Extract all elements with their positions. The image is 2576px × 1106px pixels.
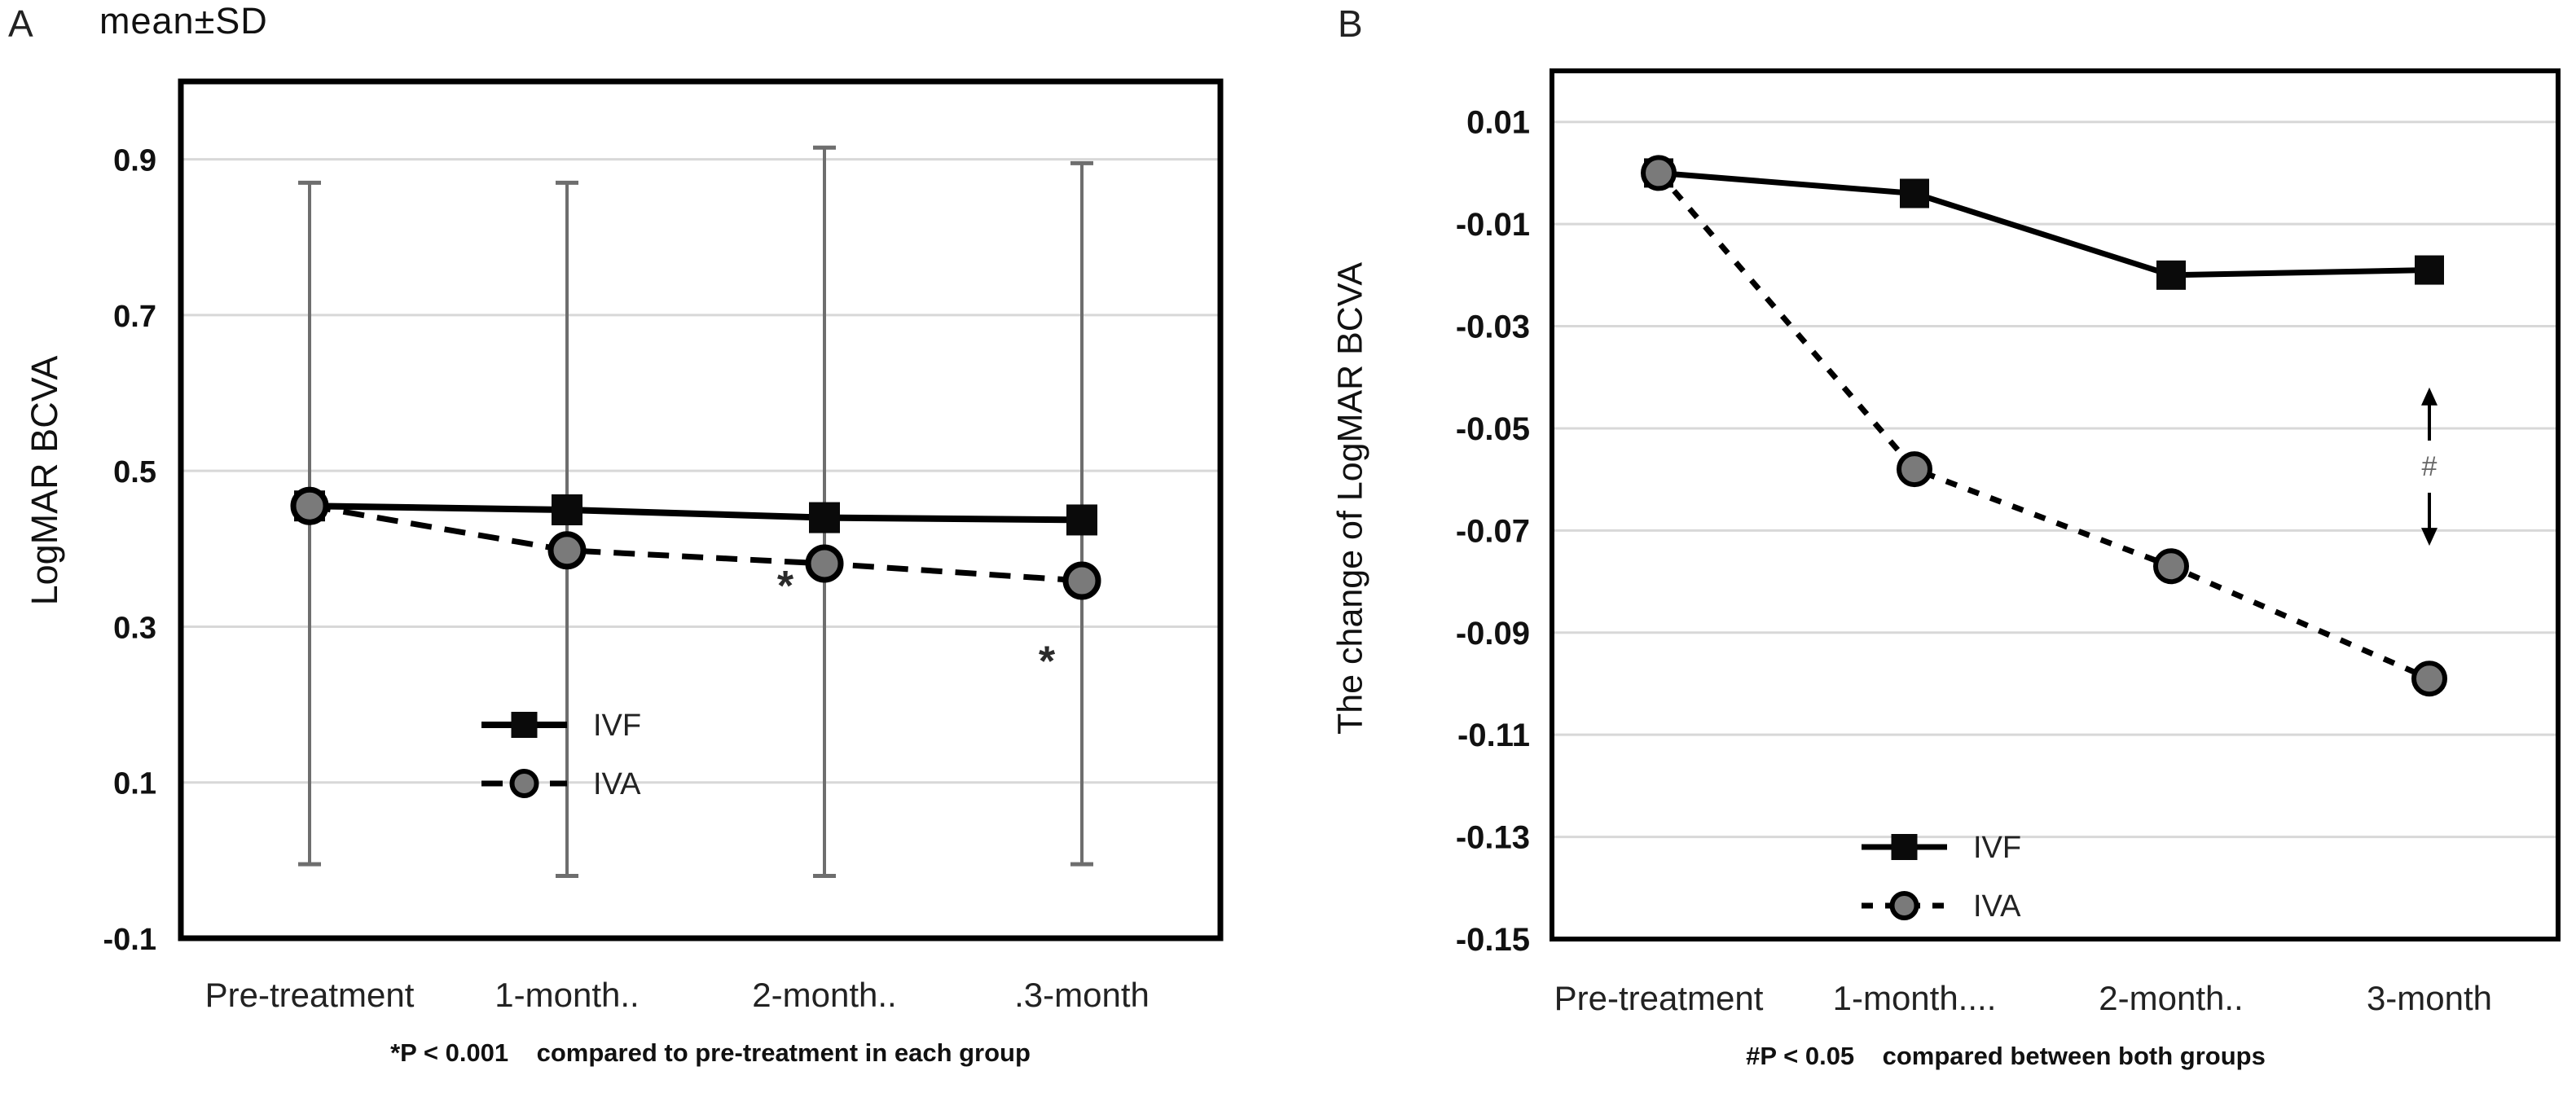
series-marker-iva: [2153, 548, 2189, 585]
series-marker-ivf: [2156, 260, 2186, 290]
panel-a-x-category-label: Pre-treatment: [205, 976, 415, 1014]
legend-marker-iva: [509, 769, 539, 798]
series-marker-ivf: [809, 502, 840, 533]
panel-b-y-tick-label: -0.07: [1456, 513, 1530, 549]
significance-asterisk: *: [777, 563, 794, 610]
panel-a-label: A: [8, 2, 33, 45]
panel-a-y-tick-label: 0.5: [113, 455, 156, 489]
panel-b-y-tick-label: -0.05: [1456, 411, 1530, 447]
panel-a-footnote: *P < 0.001 compared to pre-treatment in …: [390, 1038, 1031, 1067]
series-marker-iva: [1641, 155, 1677, 191]
series-line-iva: [1656, 171, 2431, 682]
series-marker-iva: [290, 486, 329, 525]
legend-label-ivf: IVF: [593, 709, 641, 743]
legend-label-iva: IVA: [1973, 889, 2021, 924]
series-line-ivf: [1658, 169, 2430, 279]
series-marker-iva: [547, 531, 587, 570]
panel-b-y-tick-label: 0.01: [1466, 105, 1530, 141]
panel-b-plot-border: [1550, 68, 2561, 941]
legend-marker-ivf: [1891, 834, 1918, 860]
series-marker-ivf: [1900, 178, 1929, 208]
up-arrow-head: [2421, 387, 2438, 406]
panel-a-y-tick-label: -0.1: [103, 923, 156, 957]
panel-b-footnote: #P < 0.05 compared between both groups: [1746, 1042, 2266, 1070]
series-marker-iva: [1062, 561, 1101, 600]
panel-b-x-category-label: Pre-treatment: [1554, 979, 1764, 1017]
panel-a-y-tick-label: 0.3: [113, 611, 156, 645]
panel-b-y-tick-label: -0.13: [1456, 820, 1530, 856]
panel-a-title: mean±SD: [99, 0, 268, 42]
series-marker-iva: [2411, 661, 2447, 697]
panel-a-y-axis-title: LogMAR BCVA: [24, 355, 65, 606]
series-line-ivf: [309, 503, 1083, 524]
legend-label-ivf: IVF: [1973, 831, 2021, 865]
series-marker-ivf: [552, 494, 582, 525]
panel-a-y-tick-label: 0.9: [113, 144, 156, 178]
series-line-iva: [309, 503, 1083, 584]
panel-a-x-category-label: .3-month: [1014, 976, 1150, 1014]
panel-a-plot-border: [178, 78, 1224, 941]
panel-b-y-tick-label: -0.15: [1456, 922, 1530, 958]
panel-b-x-category-label: 2-month..: [2099, 979, 2243, 1017]
down-arrow-head: [2421, 528, 2438, 546]
panel-a-x-category-label: 2-month..: [752, 976, 896, 1014]
series-marker-ivf: [2415, 255, 2444, 285]
legend-label-iva: IVA: [593, 767, 641, 801]
hash-annotation: #: [2422, 451, 2438, 482]
legend-marker-ivf: [511, 712, 538, 738]
panel-a-y-tick-label: 0.7: [113, 300, 156, 334]
series-marker-ivf: [1066, 504, 1097, 536]
panel-a-y-tick-label: 0.1: [113, 767, 156, 801]
panel-b-y-tick-label: -0.01: [1456, 207, 1530, 243]
panel-b-x-category-label: 1-month....: [1833, 979, 1997, 1017]
panel-b-x-category-label: 3-month: [2367, 979, 2492, 1017]
panel-a-x-category-label: 1-month..: [495, 976, 639, 1014]
panel-b-label: B: [1338, 2, 1363, 45]
series-marker-iva: [805, 544, 844, 583]
panel-b-y-tick-label: -0.03: [1456, 309, 1530, 345]
series-marker-iva: [1897, 451, 1932, 488]
panel-b-y-tick-label: -0.11: [1457, 718, 1530, 753]
significance-asterisk: *: [1039, 639, 1056, 686]
panel-b-y-tick-label: -0.09: [1456, 616, 1530, 652]
legend-marker-iva: [1889, 891, 1919, 920]
panel-b-y-axis-title: The change of LogMAR BCVA: [1330, 261, 1370, 735]
